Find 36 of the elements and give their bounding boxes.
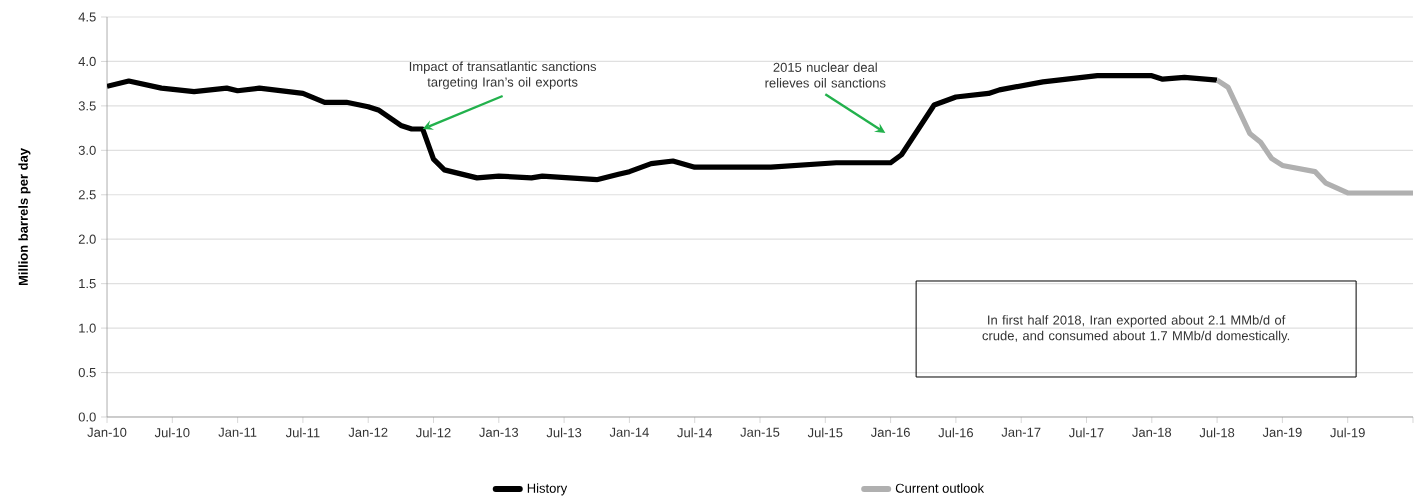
y-tick-label: 1.0 [79, 323, 96, 333]
x-tick-label: Jul-17 [1068, 427, 1104, 438]
annotation: In first half 2018, Iran exported about 2.1 MMb/d of crude, and consumed about 1.7 MMb/d domestically. [982, 315, 1290, 343]
x-tick-label: Jan-13 [479, 427, 519, 437]
legend-label: History [527, 483, 568, 496]
x-tick-label: Jul-19 [1330, 427, 1365, 438]
x-tick-label: Jul-10 [154, 427, 190, 438]
x-tick-label: Jul-13 [546, 427, 582, 438]
y-axis-title: Million barrels per day [18, 148, 31, 286]
x-tick-label: Jan-18 [1132, 427, 1172, 437]
x-tick-label: Jul-12 [415, 427, 451, 438]
x-tick-label: Jan-10 [87, 427, 127, 437]
y-tick-label: 0.0 [78, 412, 96, 422]
y-tick-label: 3.0 [78, 145, 96, 155]
x-tick-label: Jan-19 [1262, 427, 1302, 437]
y-tick-label: 2.5 [78, 190, 96, 200]
x-tick-label: Jan-17 [1001, 427, 1041, 437]
annotation: 2015 nuclear deal relieves oil sanctions [765, 62, 886, 88]
legend-label: Current outlook [895, 483, 985, 493]
x-tick-label: Jul-18 [1199, 427, 1235, 438]
annotation: Impact of transatlantic sanctions targeting Iran’s oil exports [409, 61, 597, 90]
x-tick-label: Jul-11 [285, 427, 320, 438]
y-tick-label: 1.5 [79, 279, 96, 289]
x-tick-label: Jul-15 [807, 427, 843, 438]
x-tick-label: Jul-16 [938, 427, 974, 438]
y-tick-label: 0.5 [78, 367, 96, 378]
x-tick-label: Jan-11 [218, 427, 257, 437]
y-tick-label: 3.5 [78, 101, 96, 111]
y-tick-label: 2.0 [78, 234, 96, 244]
y-tick-label: 4.5 [78, 12, 96, 22]
y-tick-label: 4.0 [78, 56, 96, 67]
x-tick-label: Jan-14 [609, 427, 649, 437]
x-tick-label: Jan-12 [348, 427, 388, 437]
x-tick-label: Jan-15 [740, 427, 780, 437]
x-tick-label: Jan-16 [870, 427, 910, 437]
x-tick-label: Jul-14 [677, 427, 713, 438]
